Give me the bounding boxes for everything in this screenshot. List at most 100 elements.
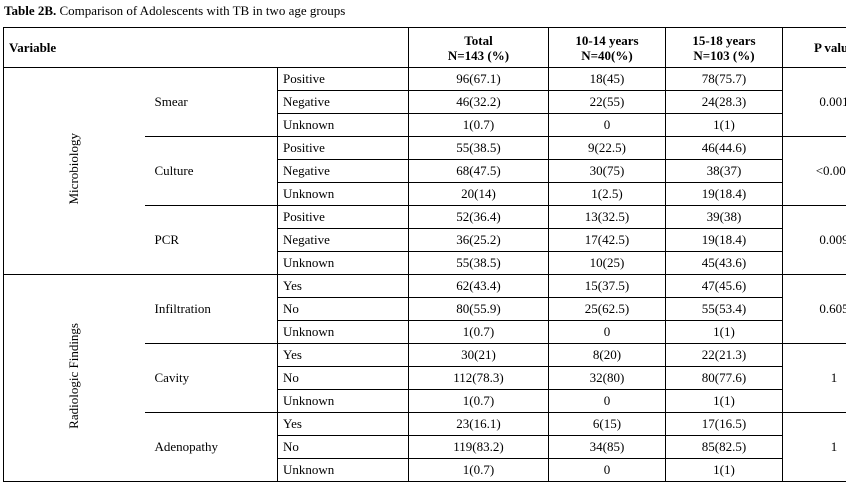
age-10-14-cell: 6(15) (548, 412, 666, 436)
table-row: Adenopathy Yes 23(16.1) 6(15) 17(16.5) 1 (4, 412, 846, 482)
age-10-14-cell: 0 (548, 458, 666, 482)
subgroup-label: Smear (144, 67, 278, 137)
age-15-18-cell: 55(53.4) (665, 297, 783, 321)
age-15-18-cell: 85(82.5) (665, 435, 783, 459)
header-variable: Variable (3, 27, 409, 68)
category-cell: No (277, 366, 409, 390)
pvalue-cell: 0.001 (782, 67, 846, 137)
table-row: Negative 36(25.2) 17(42.5) 19(18.4) (4, 228, 846, 252)
header-10-14: 10-14 years N=40(%) (548, 27, 666, 68)
age-15-18-cell: 19(18.4) (665, 182, 783, 206)
age-15-18-cell: 47(45.6) (665, 274, 783, 298)
table-row: Unknown 20(14) 1(2.5) 19(18.4) (4, 182, 846, 206)
category-cell: Unknown (277, 458, 409, 482)
header-15-18: 15-18 years N=103 (%) (665, 27, 783, 68)
age-15-18-cell: 45(43.6) (665, 251, 783, 275)
age-10-14-cell: 0 (548, 113, 666, 137)
table-row: Microbiology Smear Positive 96(67.1) 18(45) 7… (3, 67, 846, 275)
age-15-18-cell: 19(18.4) (665, 228, 783, 252)
header-total: Total N=143 (%) (408, 27, 549, 68)
table-row: No 80(55.9) 25(62.5) 55(53.4) (4, 297, 846, 321)
pvalue-cell: 0.605 (782, 274, 846, 344)
subgroup-label: Infiltration (144, 274, 278, 344)
total-cell: 1(0.7) (408, 458, 549, 482)
table-row: No 112(78.3) 32(80) 80(77.6) (4, 366, 846, 390)
group-label-text: Radiologic Findings (66, 322, 82, 429)
age-10-14-cell: 0 (548, 389, 666, 413)
age-10-14-cell: 0 (548, 320, 666, 344)
age-15-18-cell: 39(38) (665, 205, 783, 229)
table-body: Microbiology Smear Positive 96(67.1) 18(45) 7… (3, 67, 846, 482)
table-row: Unknown 55(38.5) 10(25) 45(43.6) (4, 251, 846, 275)
group-label-text: Microbiology (66, 132, 82, 205)
total-cell: 119(83.2) (408, 435, 549, 459)
total-cell: 36(25.2) (408, 228, 549, 252)
header-row: Variable Total N=143 (%) 10-14 years N=40(… (3, 27, 846, 68)
category-cell: Unknown (277, 320, 409, 344)
age-15-18-cell: 46(44.6) (665, 136, 783, 160)
total-cell: 20(14) (408, 182, 549, 206)
age-10-14-cell: 17(42.5) (548, 228, 666, 252)
age-10-14-cell: 25(62.5) (548, 297, 666, 321)
pvalue-cell: 0.009 (782, 205, 846, 275)
total-cell: 68(47.5) (408, 159, 549, 183)
table-row: No 119(83.2) 34(85) 85(82.5) (4, 435, 846, 459)
age-10-14-cell: 13(32.5) (548, 205, 666, 229)
category-cell: Positive (277, 67, 409, 91)
table-row: Unknown 1(0.7) 0 1(1) (4, 113, 846, 137)
category-cell: Positive (277, 136, 409, 160)
category-cell: Yes (277, 343, 409, 367)
age-10-14-cell: 10(25) (548, 251, 666, 275)
age-15-18-cell: 80(77.6) (665, 366, 783, 390)
total-cell: 1(0.7) (408, 389, 549, 413)
total-cell: 55(38.5) (408, 136, 549, 160)
age-10-14-cell: 22(55) (548, 90, 666, 114)
total-cell: 1(0.7) (408, 113, 549, 137)
total-cell: 55(38.5) (408, 251, 549, 275)
subgroup-label: Culture (144, 136, 278, 206)
header-pvalue: P value (782, 27, 846, 68)
age-10-14-cell: 18(45) (548, 67, 666, 91)
age-10-14-cell: 32(80) (548, 366, 666, 390)
age-15-18-cell: 1(1) (665, 458, 783, 482)
age-10-14-cell: 9(22.5) (548, 136, 666, 160)
category-cell: Unknown (277, 182, 409, 206)
table-row: Radiologic Findings Infiltration Yes 62(43.… (3, 274, 846, 482)
subgroup-label: Cavity (144, 343, 278, 413)
age-15-18-cell: 17(16.5) (665, 412, 783, 436)
age-10-14-cell: 8(20) (548, 343, 666, 367)
total-cell: 23(16.1) (408, 412, 549, 436)
age-15-18-cell: 38(37) (665, 159, 783, 183)
total-cell: 80(55.9) (408, 297, 549, 321)
total-cell: 112(78.3) (408, 366, 549, 390)
subgroup-label: PCR (144, 205, 278, 275)
category-cell: Unknown (277, 113, 409, 137)
age-15-18-cell: 1(1) (665, 113, 783, 137)
category-cell: No (277, 297, 409, 321)
table-row: Negative 46(32.2) 22(55) 24(28.3) (4, 90, 846, 114)
age-15-18-cell: 78(75.7) (665, 67, 783, 91)
table-row: Culture Positive 55(38.5) 9(22.5) 46(44.6) <0… (4, 136, 846, 206)
category-cell: Negative (277, 90, 409, 114)
category-cell: Positive (277, 205, 409, 229)
category-cell: Yes (277, 274, 409, 298)
category-cell: Unknown (277, 251, 409, 275)
total-cell: 62(43.4) (408, 274, 549, 298)
pvalue-cell: 1 (782, 343, 846, 413)
table-row: Unknown 1(0.7) 0 1(1) (4, 320, 846, 344)
age-15-18-cell: 1(1) (665, 389, 783, 413)
age-15-18-cell: 22(21.3) (665, 343, 783, 367)
total-cell: 1(0.7) (408, 320, 549, 344)
total-cell: 52(36.4) (408, 205, 549, 229)
pvalue-cell: 1 (782, 412, 846, 482)
total-cell: 30(21) (408, 343, 549, 367)
pvalue-cell: <0.001 (782, 136, 846, 206)
category-cell: Yes (277, 412, 409, 436)
age-10-14-cell: 1(2.5) (548, 182, 666, 206)
table-caption: Table 2B. Comparison of Adolescents with… (4, 2, 345, 20)
age-15-18-cell: 24(28.3) (665, 90, 783, 114)
table-row: Cavity Yes 30(21) 8(20) 22(21.3) 1 (4, 343, 846, 413)
table-row: Unknown 1(0.7) 0 1(1) (4, 458, 846, 482)
age-15-18-cell: 1(1) (665, 320, 783, 344)
category-cell: Negative (277, 159, 409, 183)
